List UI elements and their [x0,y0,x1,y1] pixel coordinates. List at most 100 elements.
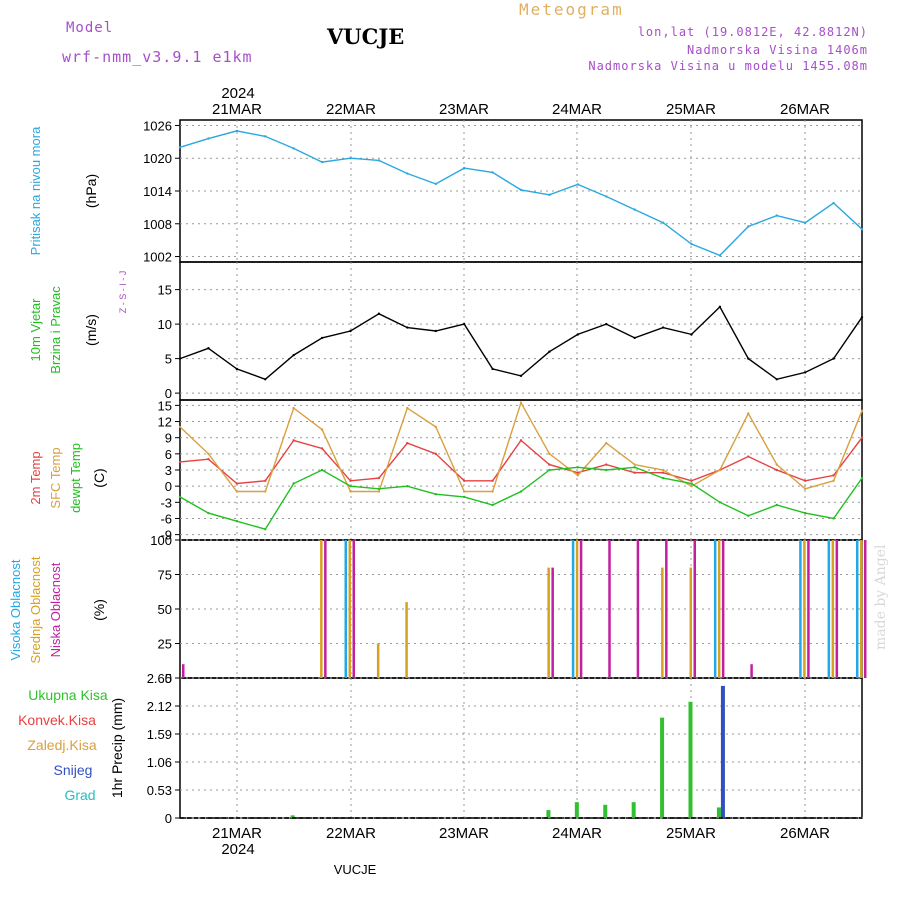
ytick-label-3-2: 50 [158,602,172,617]
temp-line-2-point-16 [633,466,636,469]
ytick-label-1-1: 5 [165,352,172,367]
model-altitude-info: Nadmorska Visina u modelu 1455.08m [588,59,868,73]
wind-speed-line-point-16 [633,336,636,340]
wind-speed-line-point-7 [377,312,381,315]
temp-line-1-point-22 [803,487,807,491]
temp-line-1-point-15 [605,441,608,445]
wind-speed-line-point-15 [605,322,608,326]
wind-speed-line-point-10 [462,322,466,326]
temp-line-2-point-0 [178,495,182,499]
pressure-line-point-1 [207,137,210,140]
temp-line-1-point-5 [320,428,324,431]
day-label-top-4: 25MAR [666,101,716,118]
ytick-label-2-2: -3 [160,495,172,510]
lonlat-info: lon,lat (19.0812E, 42.8812N) [637,25,868,39]
chart-title: Meteogram [519,0,624,19]
wind-speed-line-point-12 [519,374,523,378]
day-label-top-1: 22MAR [326,101,376,118]
precip-bar-0-15 [603,804,608,818]
temp-line-2-point-20 [747,514,750,517]
wind-speed-line-point-22 [803,371,807,374]
ytick-label-4-2: 1.06 [147,755,172,770]
temp-line-2-point-6 [349,484,352,488]
temp-line-1-point-20 [747,412,750,415]
precip-bar-0-19 [716,807,721,818]
cloud-bar-2-20 [750,664,753,678]
cloud-bar-1-5 [320,540,323,678]
day-label-top-5: 26MAR [780,101,830,118]
cloud-bar-1-19 [717,540,721,678]
cloud-bar-1-23 [831,540,835,678]
wind-speed-line-point-21 [775,378,778,381]
pressure-line-point-12 [519,188,523,192]
pressure-line-point-0 [178,146,182,149]
cloud-bar-2-0 [182,664,185,678]
cloud-bar-1-24 [860,540,863,678]
temp-line-1-point-2 [235,490,239,493]
temp-line-2-point-17 [661,476,665,480]
temp-line-0-point-24 [860,436,864,439]
temp-line-1-point-6 [349,490,352,493]
temp-line-2-point-22 [803,511,807,515]
pressure-line-point-6 [349,157,352,160]
wind-speed-line [179,305,863,381]
precip-legend-3: Snijeg [54,762,93,778]
day-label-top-0: 21MAR [212,101,262,118]
wind-speed-line-point-20 [747,357,750,360]
temp-line-0-point-22 [803,479,807,482]
temp-line-2-point-15 [605,468,608,472]
cloud-bar-2-19 [721,540,725,678]
pressure-unit-label: (hPa) [83,174,99,208]
temp-line-1-point-24 [860,409,864,412]
pressure-line-point-21 [775,214,778,217]
temp-line-1-point-10 [462,490,466,493]
pressure-line-point-13 [548,193,551,197]
panel-frame-4 [179,677,863,819]
precip-unit-label: 1hr Precip (mm) [109,698,125,798]
temp-line-1-point-7 [377,490,381,493]
ytick-label-2-1: -6 [160,511,172,526]
cloud-bar-1-14 [575,540,579,678]
pressure-line-point-24 [860,228,864,231]
wind-speed-line-point-19 [718,305,722,309]
wind-speed-line-point-0 [178,357,182,360]
temp-line-0-point-8 [406,441,409,445]
ytick-label-2-3: 0 [165,479,172,494]
temp-line-2-point-5 [320,468,324,472]
ytick-label-0-2: 1014 [143,184,172,199]
precip-legend-2: Zaledj.Kisa [27,737,96,753]
temp-line-2-point-23 [832,517,835,520]
altitude-info: Nadmorska Visina 1406m [687,43,868,57]
temp-line-2-point-8 [406,484,409,488]
temp-line-2 [179,466,863,531]
wind-speed-line-point-3 [264,378,267,381]
precip-bar-0-18 [688,701,693,818]
cloud-bar-0-23 [827,540,831,678]
precip-bar-0-14 [574,802,579,818]
pressure-line-point-15 [605,195,608,198]
wind-speed-line-point-13 [548,350,551,353]
temp-line-2-point-9 [434,493,437,496]
temp-2m-side-label: 2m Temp [28,451,43,504]
cloud-bar-1-7 [376,643,380,678]
wind-unit-label: (m/s) [83,314,99,346]
temp-line-0-point-21 [775,468,778,472]
ytick-label-2-6: 9 [165,431,172,446]
temp-line-0-point-12 [519,439,523,442]
wind-speed-line-point-8 [406,326,409,329]
temp-line-1-point-0 [178,425,182,429]
temp-line-2-point-21 [775,503,778,507]
ytick-label-0-0: 1002 [143,250,172,265]
day-label-top-2: 23MAR [439,101,489,118]
cloud-bar-0-19 [713,540,717,678]
temp-line-0-point-17 [661,471,665,474]
precip-bar-0-13 [546,810,551,818]
temp-line-0-point-15 [605,463,608,466]
pressure-line-point-3 [264,135,267,138]
temp-line-0-point-10 [462,479,466,482]
day-label-bottom-5: 26MAR [780,825,830,842]
pressure-line-point-18 [690,242,693,246]
precip-bar-0-17 [660,717,665,818]
cloud-bar-1-6 [348,540,351,678]
ytick-label-2-5: 6 [165,447,172,462]
